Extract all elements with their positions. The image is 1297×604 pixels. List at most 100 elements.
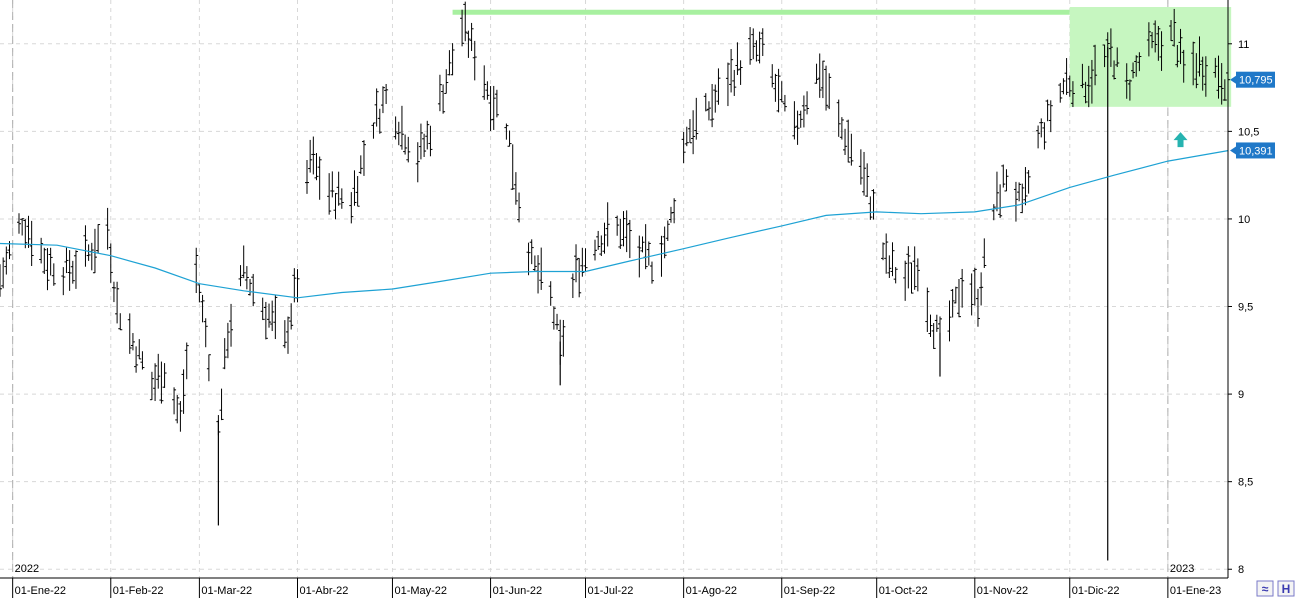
ohlc-bar: [947, 300, 952, 342]
annotations: [452, 7, 1232, 148]
ohlc-bar: [950, 288, 955, 318]
ohlc-bar: [83, 225, 88, 267]
ohlc-bar: [868, 196, 873, 220]
ohlc-bar: [1070, 81, 1075, 108]
y-tick-label: 8,5: [1238, 477, 1253, 489]
chart-style-icon[interactable]: ≈: [1256, 580, 1274, 597]
ohlc-bar: [229, 303, 234, 347]
horizontal-scroll-icon-glyph: H: [1282, 582, 1291, 596]
ohlc-bar: [1131, 62, 1136, 79]
ohlc-bar: [20, 218, 25, 236]
ohlc-bar: [134, 346, 139, 373]
ohlc-bar: [1178, 28, 1183, 65]
ohlc-bar: [570, 273, 575, 299]
ohlc-bar: [1026, 170, 1031, 194]
ohlc-bar: [206, 354, 211, 382]
ohlc-bar: [526, 242, 531, 276]
ohlc-bar: [694, 97, 699, 140]
ohlc-bar: [865, 163, 870, 198]
ohlc-bar: [469, 22, 474, 52]
ohlc-bar: [200, 294, 205, 323]
ohlc-bar: [1150, 31, 1155, 49]
ohlc-bar: [577, 257, 582, 298]
ohlc-bar: [706, 101, 711, 121]
ohlc-bar: [127, 313, 132, 354]
ohlc-bar: [260, 297, 265, 321]
ohlc-bar: [884, 233, 889, 274]
ohlc-bar: [551, 306, 556, 330]
ohlc-bar: [418, 123, 423, 160]
last-price-badge-background: [1236, 71, 1275, 88]
ohlc-bar: [1013, 181, 1018, 222]
ohlc-bar: [1017, 182, 1022, 202]
ohlc-bar: [352, 170, 357, 206]
ohlc-bar: [251, 273, 256, 307]
arrow-up-icon: [1173, 132, 1188, 148]
ohlc-bar: [757, 31, 762, 64]
ohlc-bar: [820, 60, 825, 99]
ohlc-bar: [602, 222, 607, 254]
ohlc-bar: [1194, 53, 1199, 89]
ohlc-bar: [735, 42, 740, 76]
ohlc-bar: [1197, 36, 1202, 77]
ohlc-bar: [703, 93, 708, 112]
y-tick-label: 10,5: [1238, 126, 1259, 138]
ohlc-bar: [156, 353, 161, 389]
ohlc-bar: [773, 73, 778, 102]
ohlc-bar: [925, 287, 930, 333]
ohlc-bar: [1191, 41, 1196, 86]
ohlc-bar: [561, 319, 566, 357]
ohlc-bar: [241, 245, 246, 279]
ohlc-bar: [482, 65, 487, 100]
ohlc-bar: [881, 242, 886, 261]
moving-average: [0, 150, 1229, 299]
ohlc-bar: [225, 322, 230, 359]
ohlc-bar: [1203, 56, 1208, 97]
ohlc-bar: [716, 68, 721, 105]
ohlc-bar: [273, 295, 278, 340]
ohlc-bar: [222, 338, 227, 370]
ohlc-bar: [969, 273, 974, 316]
ohlc-bar: [115, 281, 120, 324]
ohlc-bar: [975, 288, 980, 327]
ohlc-bar: [64, 247, 69, 274]
ohlc-bar: [751, 28, 756, 60]
ohlc-bar: [1067, 75, 1072, 97]
ohlc-bar: [1200, 56, 1205, 91]
horizontal-scroll-icon[interactable]: H: [1277, 580, 1295, 597]
ohlc-bar: [1045, 99, 1050, 122]
ohlc-bar: [194, 247, 199, 293]
ohlc-bar: [725, 62, 730, 107]
ohlc-bar: [1086, 65, 1091, 108]
ohlc-bar: [184, 342, 189, 380]
ohlc-bar: [748, 27, 753, 65]
ohlc-bar: [349, 192, 354, 224]
ohlc-bar: [960, 268, 965, 308]
ohlc-bar: [1, 257, 6, 289]
ohlc-bar: [801, 95, 806, 128]
ohlc-bar: [286, 316, 291, 354]
y-tick-label: 10: [1238, 214, 1250, 226]
ohlc-bar: [96, 224, 101, 254]
ohlc-bar: [118, 313, 123, 331]
ohlc-bar: [805, 91, 810, 115]
y-axis-ticks: 11 10,5 10 9,5 9 8,5 8: [1228, 39, 1259, 576]
ohlc-bar: [305, 160, 309, 194]
ohlc-bar: [1061, 78, 1066, 95]
ohlc-bar: [86, 244, 91, 261]
ohlc-bar: [314, 153, 319, 181]
ohlc-bar: [1004, 169, 1009, 192]
ohlc-bar: [1064, 58, 1069, 95]
ohlc-bar: [437, 74, 442, 112]
ohlc-bar: [548, 281, 553, 306]
ohlc-bar: [48, 247, 53, 276]
ohlc-bar: [624, 210, 629, 253]
ohlc-bar: [982, 238, 987, 268]
ohlc-bar: [1058, 82, 1063, 103]
ohlc-bar: [4, 246, 9, 275]
ohlc-bar: [1146, 22, 1151, 57]
ohlc-bar: [197, 284, 202, 303]
ohlc-bar: [871, 189, 876, 220]
ohlc-bar: [472, 40, 477, 81]
